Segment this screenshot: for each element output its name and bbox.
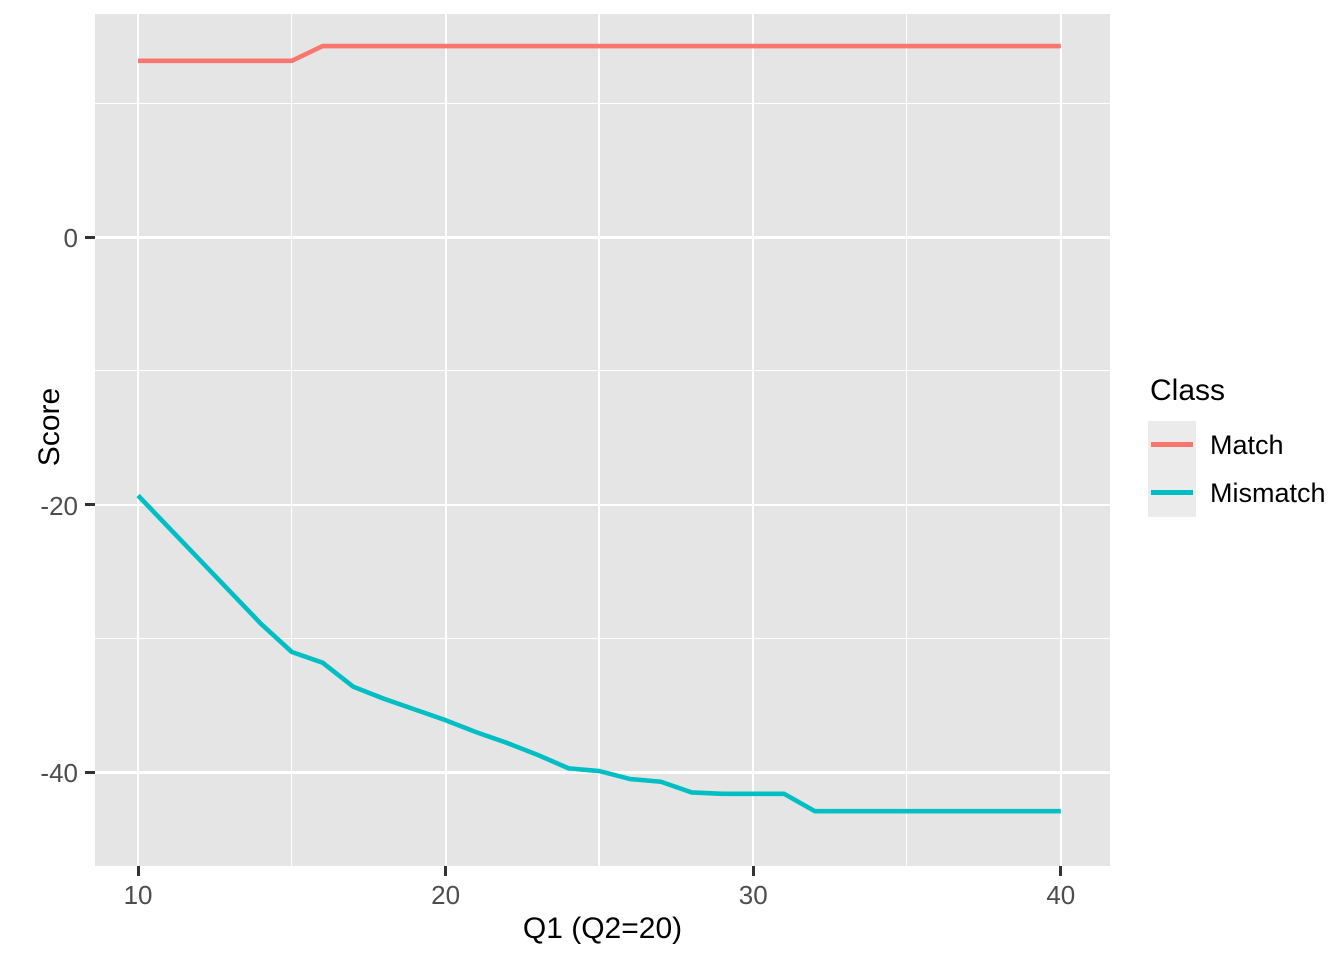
gridline-horizontal xyxy=(95,503,1110,507)
gridline-horizontal xyxy=(95,102,1110,104)
y-tick-mark xyxy=(85,770,95,774)
gridline-horizontal xyxy=(95,637,1110,639)
legend-line-icon xyxy=(1151,490,1193,495)
x-tick-mark xyxy=(444,866,448,876)
y-tick-label: -40 xyxy=(40,758,78,789)
y-tick-mark xyxy=(85,503,95,507)
gridline-vertical xyxy=(1059,14,1062,866)
legend-entries: Match Mismatch xyxy=(1148,421,1326,517)
legend-item-label: Match xyxy=(1210,429,1284,460)
y-tick-label: 0 xyxy=(63,223,78,254)
gridline-vertical xyxy=(290,14,293,866)
legend-title: Class xyxy=(1150,374,1226,407)
legend-item-mismatch[interactable]: Mismatch xyxy=(1148,469,1326,517)
legend-key-swatch xyxy=(1148,421,1196,469)
legend-item-label: Mismatch xyxy=(1210,477,1326,508)
legend-item-match[interactable]: Match xyxy=(1148,421,1326,469)
gridline-vertical xyxy=(598,14,600,866)
legend-key-swatch xyxy=(1148,469,1196,517)
y-tick-mark xyxy=(85,235,95,239)
legend: Class Match Mismatch xyxy=(1148,375,1326,517)
gridline-vertical xyxy=(137,14,140,866)
x-tick-label: 10 xyxy=(123,880,153,910)
x-axis-title: Q1 (Q2=20) xyxy=(522,912,683,945)
gridline-vertical xyxy=(752,14,755,866)
x-tick-mark xyxy=(751,866,755,876)
series-layer xyxy=(136,43,1061,814)
x-tick-label: 20 xyxy=(431,880,461,910)
legend-line-icon xyxy=(1151,442,1193,447)
x-tick-mark xyxy=(1059,866,1063,876)
x-tick-label: 30 xyxy=(738,880,768,910)
gridline-vertical xyxy=(444,14,447,866)
y-axis-title: Score xyxy=(33,387,66,467)
gridline-horizontal xyxy=(95,370,1110,372)
gridline-vertical xyxy=(906,14,908,866)
series-line-mismatch xyxy=(136,493,1061,814)
y-tick-label: -20 xyxy=(40,490,78,521)
series-line-match xyxy=(138,43,1061,64)
plot-panel xyxy=(95,14,1110,866)
x-tick-mark xyxy=(136,866,140,876)
gridline-horizontal xyxy=(95,236,1110,239)
x-tick-label: 40 xyxy=(1046,880,1076,910)
